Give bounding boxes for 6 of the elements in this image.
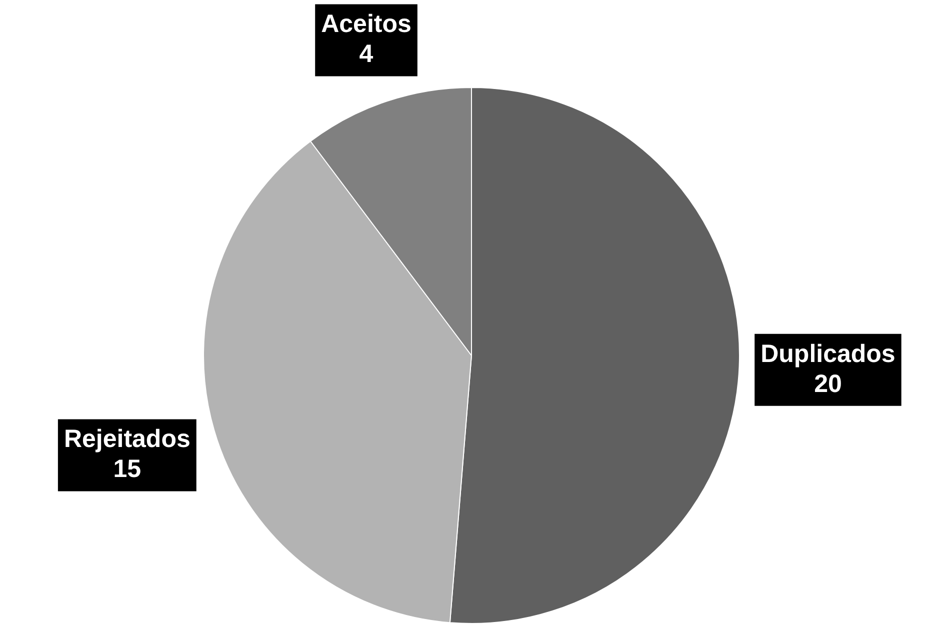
slice-label: Duplicados [760,340,896,368]
data-label: 15 [113,455,142,484]
data-label: 4 [359,40,374,68]
data-label: 20 [814,370,842,398]
slice-label: Aceitos [321,10,412,38]
slice-label: Rejeitados [64,425,190,454]
